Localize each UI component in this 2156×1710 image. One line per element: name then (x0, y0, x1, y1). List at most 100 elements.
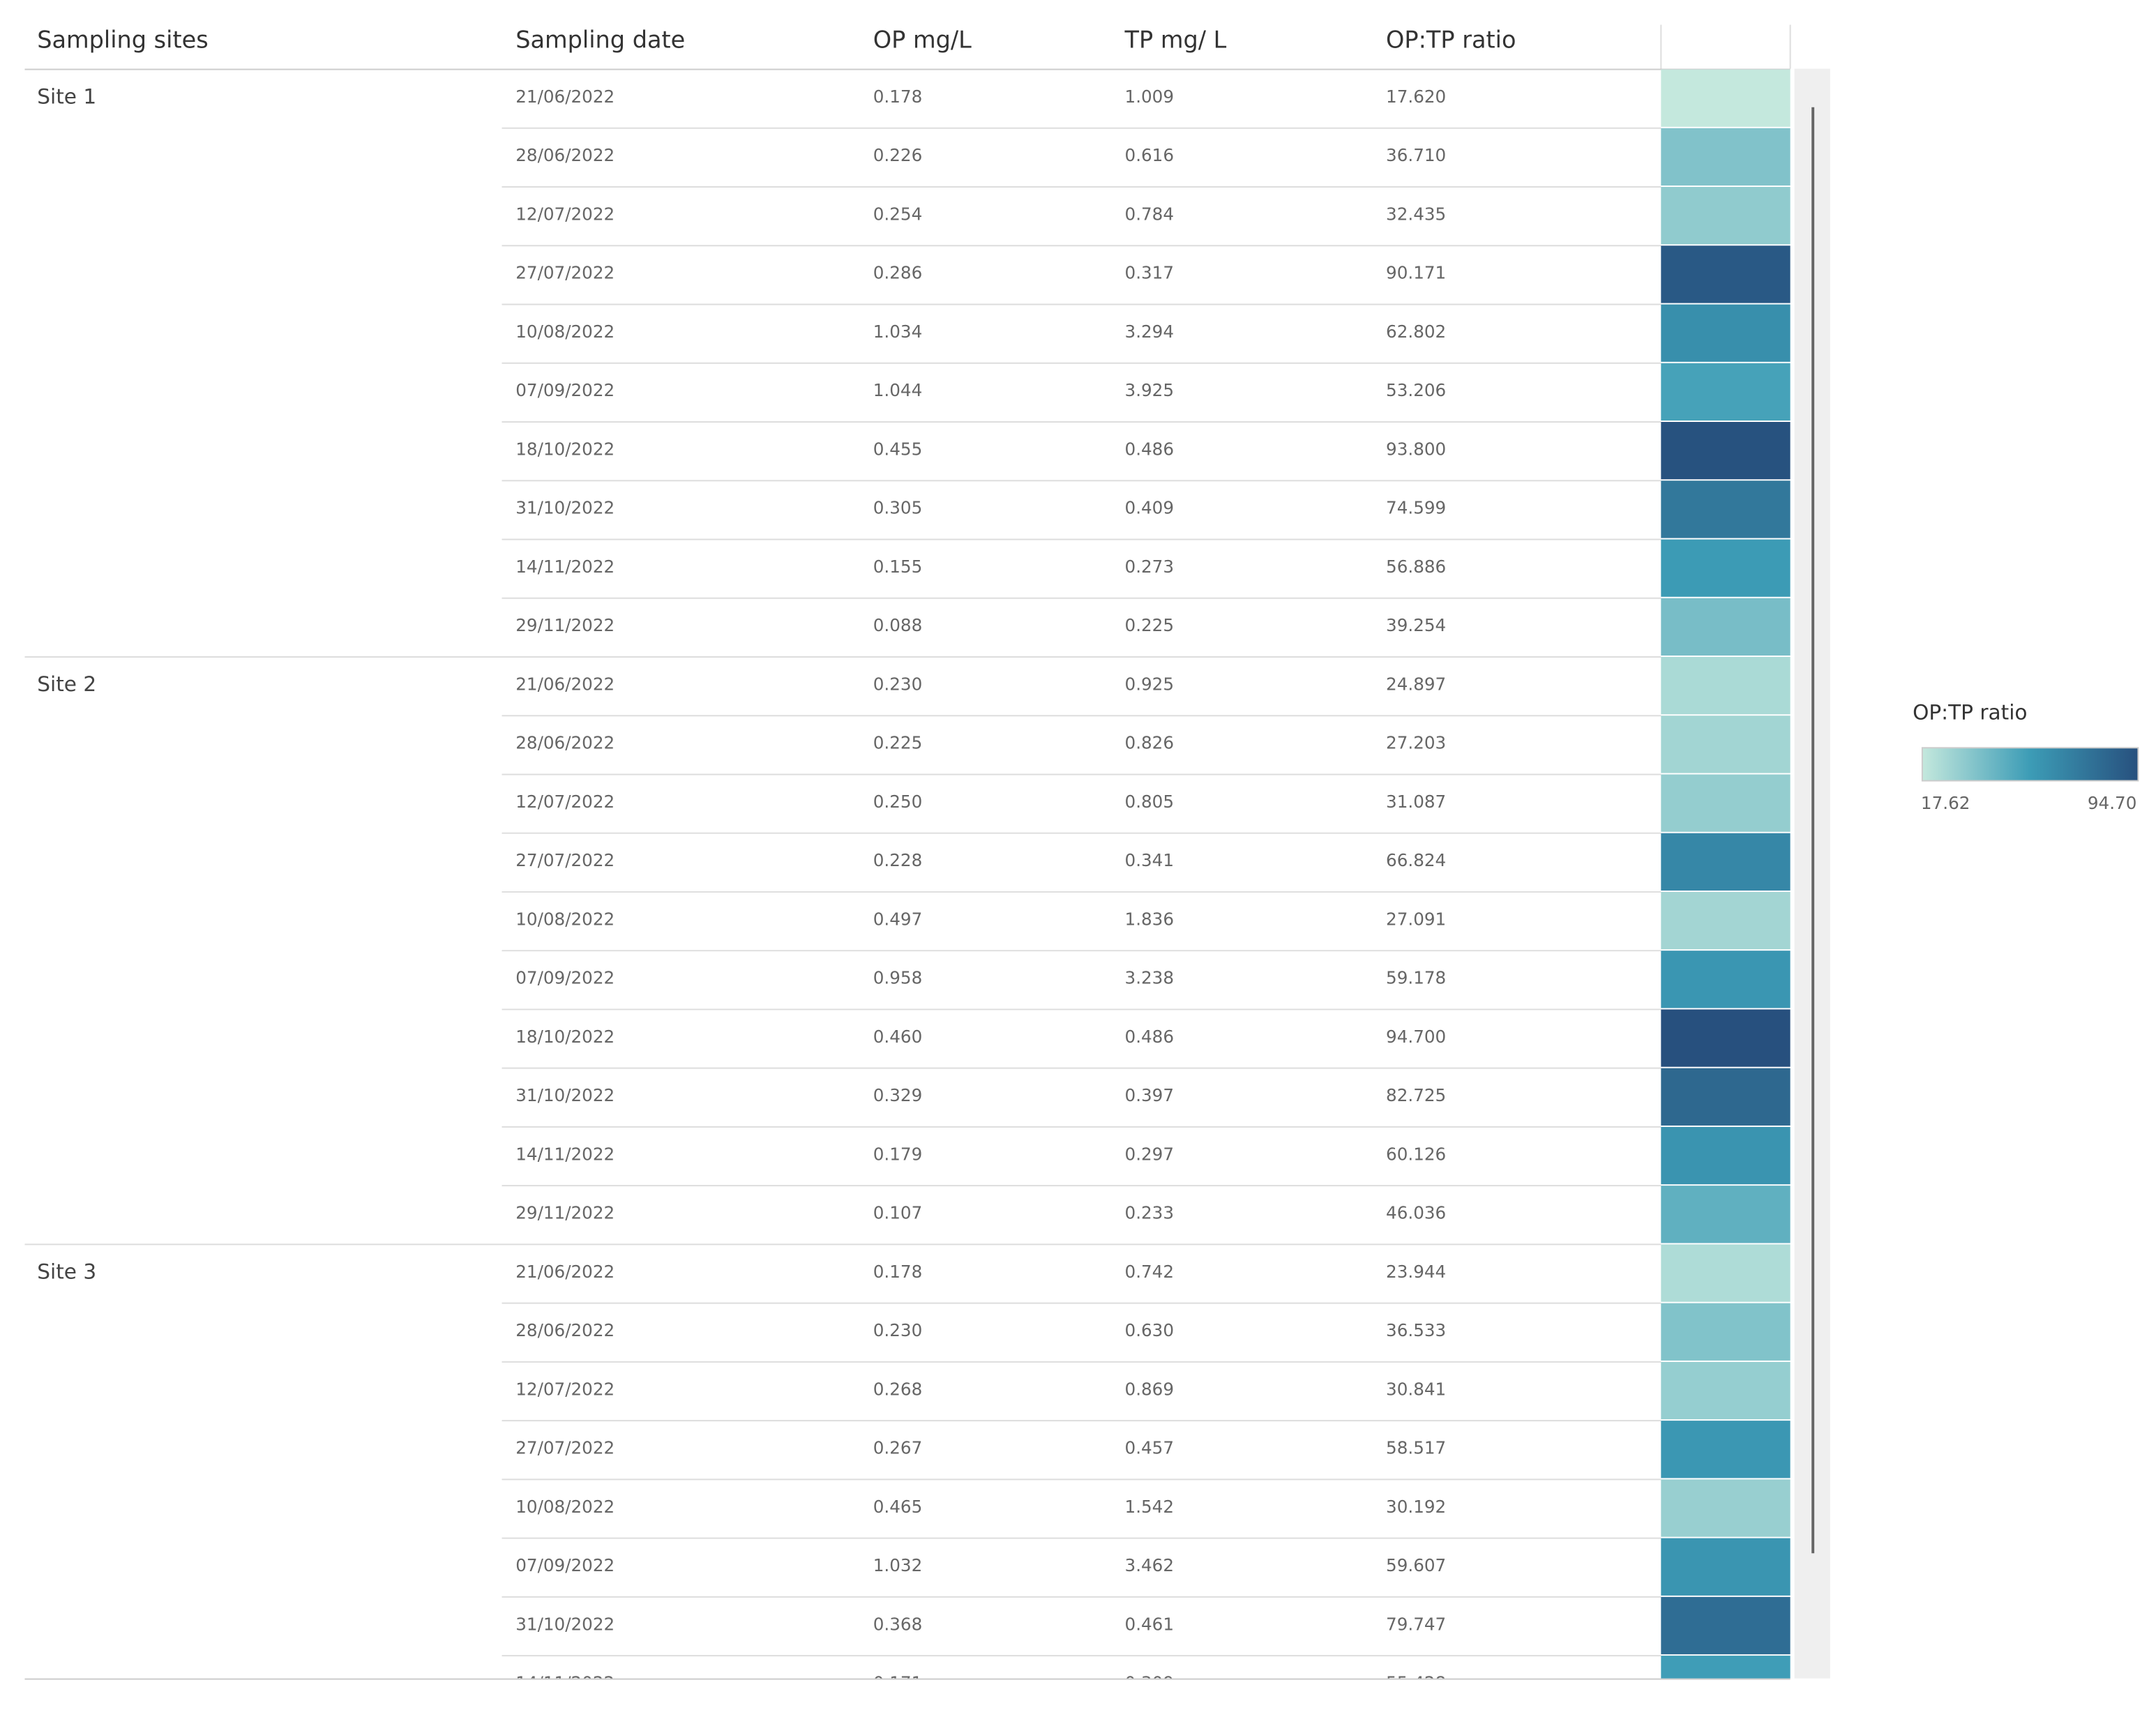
cell: 17.620 (1386, 86, 1446, 107)
cell: 0.455 (873, 439, 923, 459)
site-label: Site 1 (37, 84, 96, 108)
cell: 12/07/2022 (515, 1379, 615, 1399)
cell: 21/06/2022 (515, 86, 615, 107)
cell: 0.107 (873, 1203, 923, 1223)
cell: 56.886 (1386, 557, 1446, 577)
cell: 29/11/2022 (515, 1203, 615, 1223)
cell: 0.250 (873, 792, 923, 812)
legend-title: OP:TP ratio (1913, 700, 2027, 724)
cell: 07/09/2022 (515, 1555, 615, 1575)
cell: 1.009 (1125, 86, 1175, 107)
cell: 0.228 (873, 850, 923, 870)
cell: 21/06/2022 (515, 1262, 615, 1282)
heat-cell (1661, 891, 1791, 950)
cell: 0.226 (873, 145, 923, 165)
cell: 0.233 (1125, 1203, 1175, 1223)
cell: 0.925 (1125, 674, 1175, 694)
cell: 90.171 (1386, 263, 1446, 283)
heat-cell (1661, 304, 1791, 362)
cell: 0.368 (873, 1614, 923, 1634)
heat-cell (1661, 774, 1791, 832)
cell: 82.725 (1386, 1085, 1446, 1105)
cell: 0.460 (873, 1027, 923, 1047)
heat-cell (1661, 363, 1791, 421)
heat-cell (1661, 1538, 1791, 1596)
cell: 0.461 (1125, 1614, 1175, 1634)
cell: 94.700 (1386, 1027, 1446, 1047)
heat-cell (1661, 1009, 1791, 1067)
cell: 0.230 (873, 674, 923, 694)
cell: 62.802 (1386, 321, 1446, 342)
heat-cell (1661, 128, 1791, 186)
cell: 0.457 (1125, 1438, 1175, 1458)
cell: 12/07/2022 (515, 792, 615, 812)
cell: 0.268 (873, 1379, 923, 1399)
cell: 23.944 (1386, 1262, 1446, 1282)
cell: 14/11/2022 (515, 1144, 615, 1164)
cell: 0.329 (873, 1085, 923, 1105)
cell: 79.747 (1386, 1614, 1446, 1634)
cell: 1.032 (873, 1555, 923, 1575)
cell: 1.034 (873, 321, 923, 342)
cell: 24.897 (1386, 674, 1446, 694)
cell: 0.273 (1125, 557, 1175, 577)
heat-cell (1661, 1068, 1791, 1126)
cell: 39.254 (1386, 615, 1446, 635)
cell: 0.616 (1125, 145, 1175, 165)
cell: 07/09/2022 (515, 380, 615, 400)
cell: 31/10/2022 (515, 498, 615, 518)
cell: 0.267 (873, 1438, 923, 1458)
cell: 10/08/2022 (515, 321, 615, 342)
legend-gradient (1921, 747, 2139, 782)
heat-cell (1661, 1421, 1791, 1478)
cell: 36.533 (1386, 1320, 1446, 1340)
cell: 0.155 (873, 557, 923, 577)
cell: 14/11/2022 (515, 557, 615, 577)
cell: 28/06/2022 (515, 145, 615, 165)
cell: 10/08/2022 (515, 909, 615, 929)
cell: 27.091 (1386, 909, 1446, 929)
cell: 59.607 (1386, 1555, 1446, 1575)
heat-cell (1661, 187, 1791, 245)
column-header: Sampling sites (37, 27, 208, 54)
cell: 59.178 (1386, 968, 1446, 988)
legend-min: 17.62 (1921, 793, 1970, 813)
cell: 0.465 (873, 1497, 923, 1517)
cell: 3.925 (1125, 380, 1175, 400)
cell: 27.203 (1386, 733, 1446, 753)
heat-cell (1661, 1303, 1791, 1361)
cell: 0.309 (1125, 1673, 1175, 1693)
cell: 0.286 (873, 263, 923, 283)
cell: 10/08/2022 (515, 1497, 615, 1517)
cell: 27/07/2022 (515, 1438, 615, 1458)
heat-cell (1661, 1596, 1791, 1655)
cell: 31/10/2022 (515, 1085, 615, 1105)
cell: 30.192 (1386, 1497, 1446, 1517)
cell: 0.497 (873, 909, 923, 929)
cell: 36.710 (1386, 145, 1446, 165)
cell: 1.836 (1125, 909, 1175, 929)
heat-cell (1661, 421, 1791, 480)
cell: 0.178 (873, 86, 923, 107)
cell: 0.171 (873, 1673, 923, 1693)
cell: 0.486 (1125, 439, 1175, 459)
cell: 0.305 (873, 498, 923, 518)
cell: 18/10/2022 (515, 439, 615, 459)
heat-cell (1661, 951, 1791, 1008)
heat-cell (1661, 245, 1791, 303)
site-label: Site 3 (37, 1259, 96, 1283)
cell: 0.317 (1125, 263, 1175, 283)
cell: 0.630 (1125, 1320, 1175, 1340)
legend-max: 94.70 (2088, 793, 2137, 813)
heat-cell (1661, 69, 1791, 127)
cell: 32.435 (1386, 204, 1446, 224)
cell: 66.824 (1386, 850, 1446, 870)
cell: 0.784 (1125, 204, 1175, 224)
heat-cell (1661, 539, 1791, 597)
cell: 46.036 (1386, 1203, 1446, 1223)
cell: 1.542 (1125, 1497, 1175, 1517)
cell: 0.254 (873, 204, 923, 224)
cell: 0.805 (1125, 792, 1175, 812)
cell: 0.869 (1125, 1379, 1175, 1399)
